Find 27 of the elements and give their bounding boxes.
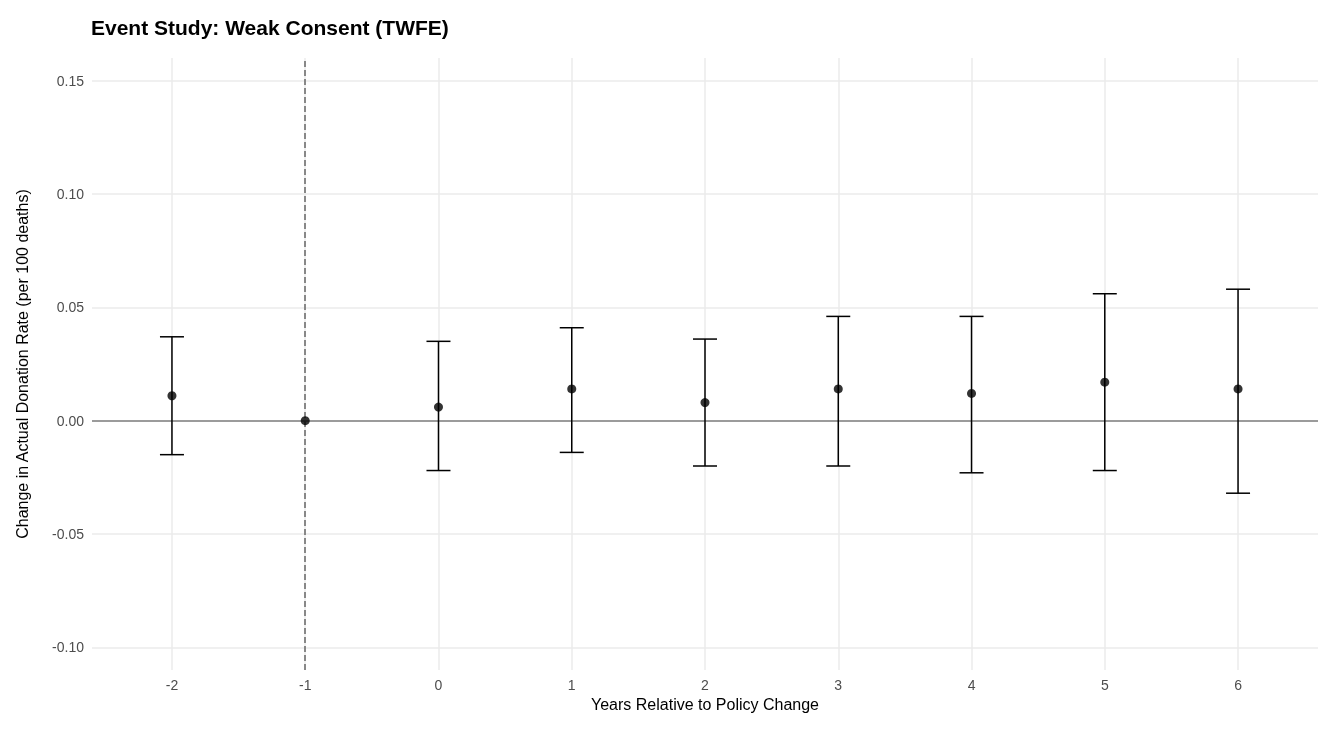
y-tick-label: 0.00 (56, 412, 85, 429)
point (967, 388, 977, 398)
point (300, 416, 310, 426)
y-tick-label: -0.10 (52, 639, 85, 656)
y-tick-label: 0.15 (56, 72, 85, 89)
chart-title: Event Study: Weak Consent (TWFE) (91, 16, 449, 39)
x-tick-label: 4 (967, 677, 976, 693)
point (700, 398, 710, 408)
point (833, 384, 843, 394)
x-tick-label: -2 (165, 677, 179, 693)
point (1233, 384, 1243, 394)
y-axis-title: Change in Actual Donation Rate (per 100 deaths) (13, 189, 31, 539)
x-tick-label: 5 (1100, 677, 1109, 693)
y-tick-label: 0.10 (56, 186, 85, 202)
x-tick-label: -1 (298, 677, 312, 693)
x-tick-label: 0 (434, 677, 443, 693)
point (167, 391, 177, 401)
x-tick-label: 2 (701, 677, 710, 693)
point (1100, 377, 1110, 387)
x-tick-label: 6 (1234, 677, 1243, 693)
x-axis-title: Years Relative to Policy Change (591, 696, 820, 714)
y-tick-label: 0.05 (56, 299, 85, 316)
point (567, 384, 577, 394)
y-tick-label: -0.05 (52, 526, 85, 542)
point (433, 402, 443, 412)
x-tick-label: 1 (567, 677, 576, 693)
x-tick-label: 3 (834, 677, 843, 693)
